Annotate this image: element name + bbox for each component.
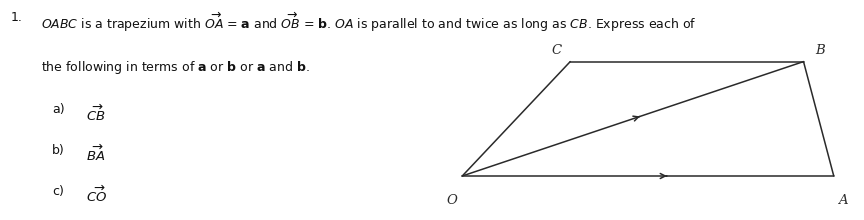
Text: 1.: 1. [10,11,22,24]
Text: C: C [551,44,562,57]
Text: the following in terms of $\mathbf{a}$ or $\mathbf{b}$ or $\mathbf{a}$ and $\mat: the following in terms of $\mathbf{a}$ o… [41,59,310,76]
Text: a): a) [52,103,65,116]
Text: $\overrightarrow{\mathit{CO}}$: $\overrightarrow{\mathit{CO}}$ [86,185,107,205]
Text: A: A [837,194,848,207]
Text: $\mathit{OABC}$ is a trapezium with $\overrightarrow{\mathit{OA}}$ = $\mathbf{a}: $\mathit{OABC}$ is a trapezium with $\ov… [41,11,697,34]
Text: $\overrightarrow{\mathit{BA}}$: $\overrightarrow{\mathit{BA}}$ [86,144,105,164]
Text: b): b) [52,144,65,157]
Text: O: O [447,194,457,207]
Text: c): c) [52,185,64,198]
Text: B: B [815,44,824,57]
Text: $\overrightarrow{\mathit{CB}}$: $\overrightarrow{\mathit{CB}}$ [86,103,106,124]
